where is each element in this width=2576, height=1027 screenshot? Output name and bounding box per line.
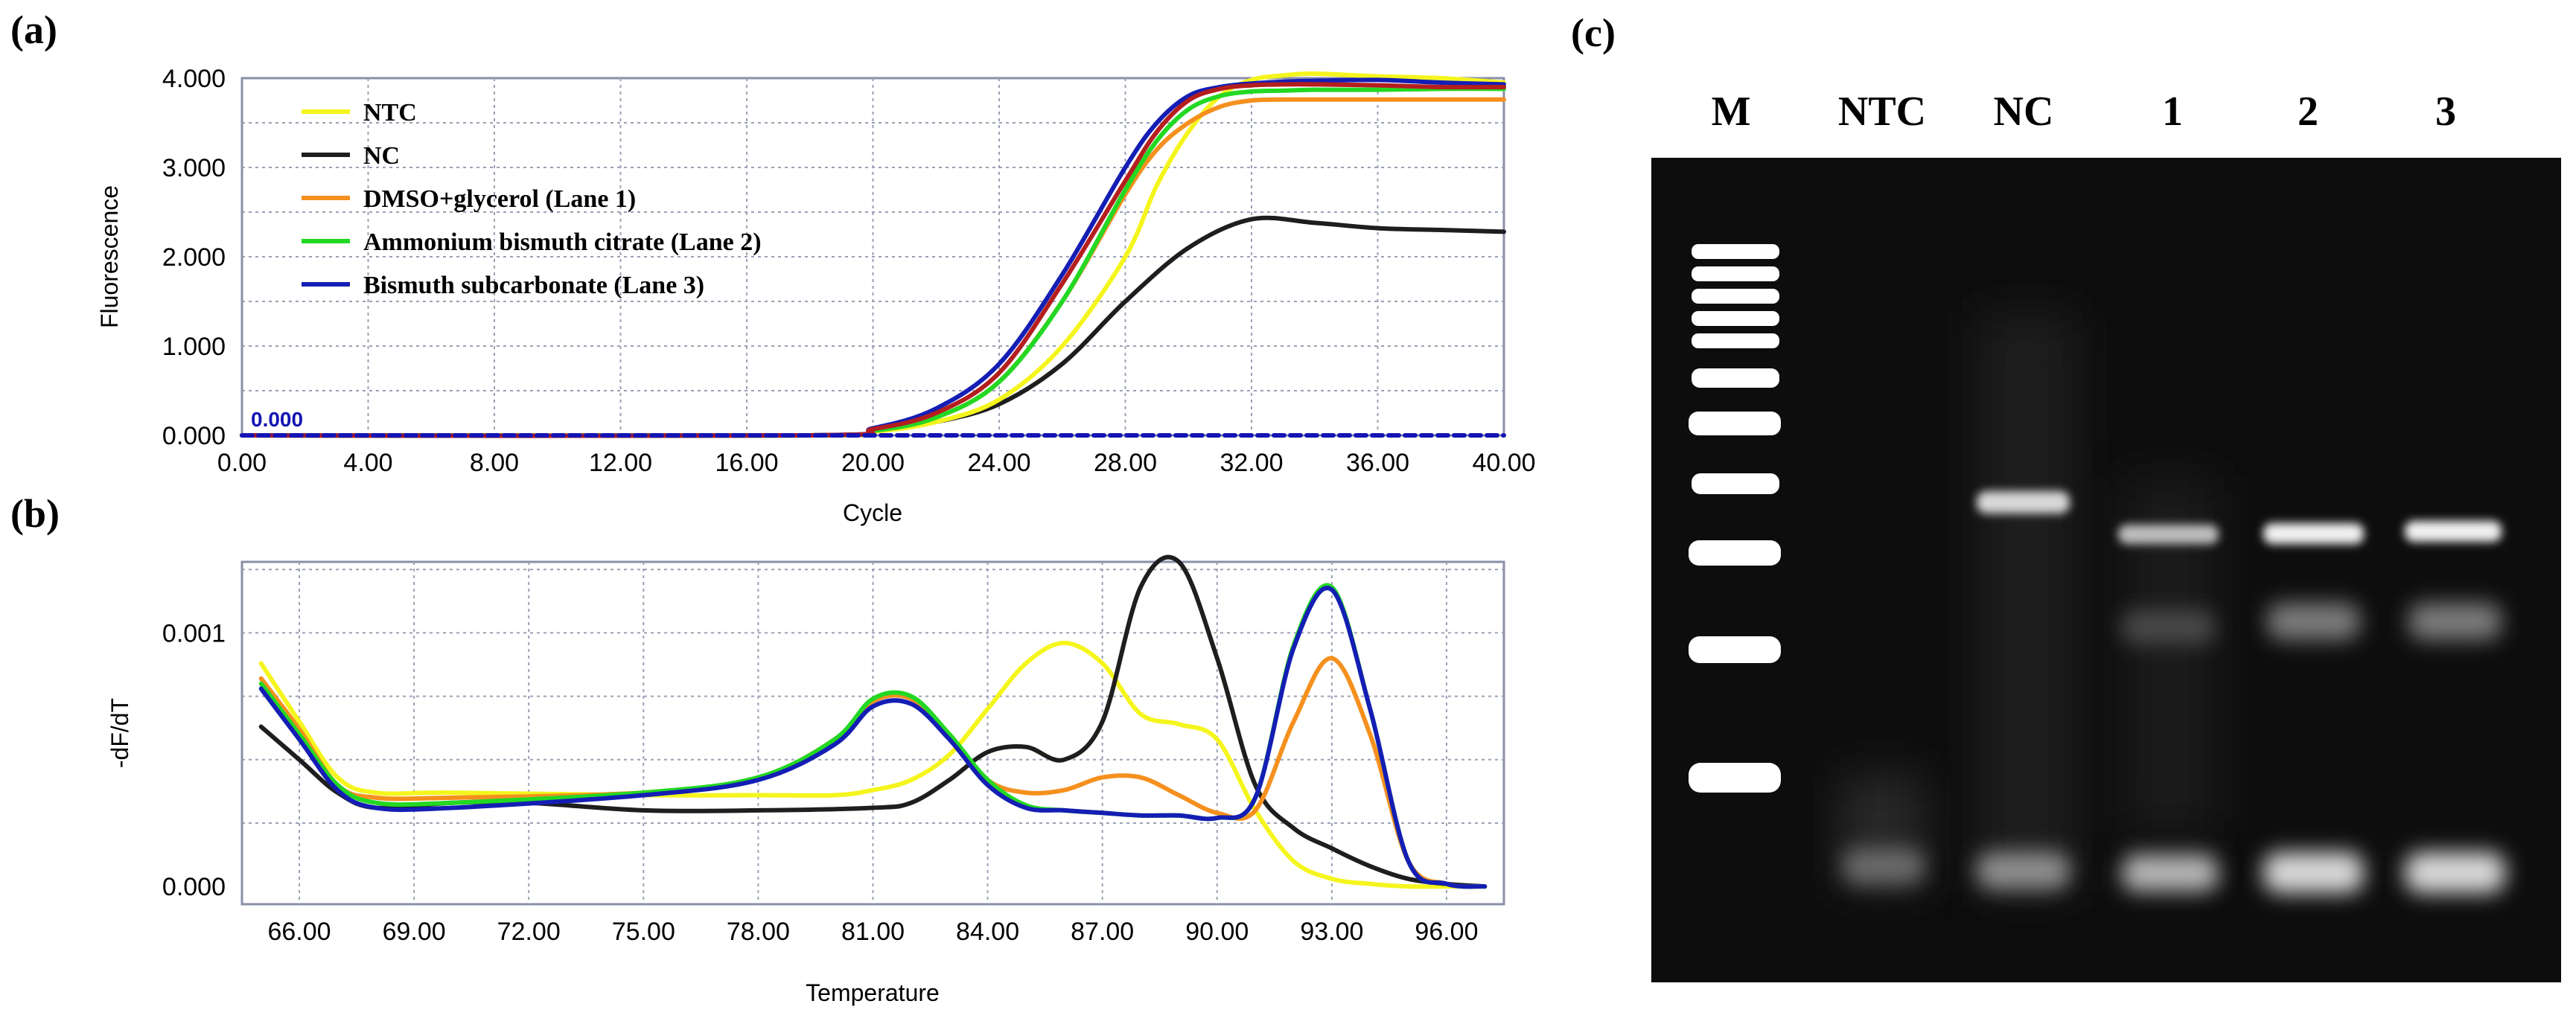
gel-ladder-band xyxy=(1692,289,1779,304)
x-tick-label: 81.00 xyxy=(841,918,905,946)
gel-lane-label-ntc: NTC xyxy=(1838,89,1926,135)
x-tick-label: 66.00 xyxy=(267,918,331,946)
gel-band-lane2-bottom xyxy=(2263,852,2364,893)
gel-band-ntc-bottom xyxy=(1843,848,1925,884)
melt-x-label: Temperature xyxy=(806,979,940,1006)
x-tick-label: 4.00 xyxy=(343,449,392,477)
melt-x-ticks: 66.00 69.00 72.00 75.00 78.00 81.00 84.00 87.00… xyxy=(267,918,1478,946)
gel-image xyxy=(1651,158,2561,982)
legend-label-nc: NC xyxy=(363,142,400,170)
gel-ladder-band xyxy=(1689,636,1781,663)
gel-background xyxy=(1651,158,2561,982)
gel-lane-bands xyxy=(1843,491,2505,893)
x-tick-label: 32.00 xyxy=(1220,449,1283,477)
x-tick-label: 28.00 xyxy=(1094,449,1157,477)
x-tick-label: 40.00 xyxy=(1472,449,1535,477)
gel-lane-label-3: 3 xyxy=(2435,89,2456,135)
gel-band-nc-bottom xyxy=(1977,852,2070,889)
x-tick-label: 24.00 xyxy=(967,449,1030,477)
y-tick-label: 2.000 xyxy=(162,243,226,272)
melt-y-ticks: 0.000 0.001 xyxy=(162,619,226,901)
legend-label-lane3: Bismuth subcarbonate (Lane 3) xyxy=(363,272,704,299)
gel-band-lane3-upper xyxy=(2405,521,2502,542)
panel-label-c: (c) xyxy=(1571,10,1616,55)
series-line-lane1 xyxy=(258,656,1488,889)
gel-ladder-band xyxy=(1689,412,1781,435)
gel-ladder-band xyxy=(1689,540,1781,566)
gel-ladder-band xyxy=(1692,266,1779,281)
legend-label-ntc: NTC xyxy=(363,99,417,127)
x-tick-label: 90.00 xyxy=(1185,918,1249,946)
gel-band-lane3-middle xyxy=(2408,603,2502,640)
x-tick-label: 72.00 xyxy=(497,918,561,946)
amplification-chart: 0.000 0.00 4.00 8.00 12.00 16.00 20.00 24.00 28… xyxy=(96,65,1536,526)
gel-band-lane2-upper xyxy=(2263,523,2364,544)
amplification-y-label: Fluorescence xyxy=(96,185,123,328)
x-tick-label: 16.00 xyxy=(715,449,778,477)
x-tick-label: 87.00 xyxy=(1071,918,1134,946)
gel-ladder-band xyxy=(1692,311,1779,326)
x-tick-label: 93.00 xyxy=(1300,918,1363,946)
amplification-grid xyxy=(242,78,1504,435)
panel-label-b: (b) xyxy=(10,491,60,536)
gel-smear-nc xyxy=(1977,313,2077,893)
gel-band-lane1-bottom xyxy=(2122,854,2219,892)
y-tick-label: 3.000 xyxy=(162,154,226,182)
amplification-baseline-label: 0.000 xyxy=(251,408,303,431)
x-tick-label: 36.00 xyxy=(1346,449,1409,477)
y-tick-label: 1.000 xyxy=(162,333,226,361)
x-tick-label: 84.00 xyxy=(956,918,1019,946)
series-line-lane3 xyxy=(258,586,1488,889)
x-tick-label: 78.00 xyxy=(727,918,790,946)
legend-label-lane2: Ammonium bismuth citrate (Lane 2) xyxy=(363,228,762,256)
amplification-x-ticks: 0.00 4.00 8.00 12.00 16.00 20.00 24.00 28.00 32.… xyxy=(217,449,1536,477)
gel-lane-label-2: 2 xyxy=(2298,89,2318,135)
series-line-lane_extra xyxy=(240,82,1506,438)
legend-label-lane1: DMSO+glycerol (Lane 1) xyxy=(363,185,636,213)
y-tick-label: 0.000 xyxy=(162,422,226,450)
gel-band-nc-upper xyxy=(1977,491,2070,514)
gel-ladder-band xyxy=(1692,368,1779,388)
gel-ladder-band xyxy=(1689,763,1781,793)
amplification-legend: NTC NC DMSO+glycerol (Lane 1) Ammonium bism… xyxy=(302,99,762,299)
x-tick-label: 0.00 xyxy=(217,449,267,477)
gel-band-lane1-middle xyxy=(2122,610,2215,644)
gel-ladder-band xyxy=(1692,473,1779,494)
gel-ladder-band xyxy=(1692,333,1779,348)
melt-curve-chart: 66.00 69.00 72.00 75.00 78.00 81.00 84.00 87.00… xyxy=(106,554,1505,1006)
gel-band-lane2-middle xyxy=(2267,603,2360,640)
x-tick-label: 12.00 xyxy=(589,449,652,477)
panel-label-a: (a) xyxy=(10,7,57,52)
melt-plot-area xyxy=(240,560,1505,906)
gel-lane-label-1: 1 xyxy=(2162,89,2183,135)
amplification-y-ticks: 0.000 1.000 2.000 3.000 4.000 xyxy=(162,65,226,450)
x-tick-label: 8.00 xyxy=(470,449,519,477)
x-tick-label: 75.00 xyxy=(612,918,675,946)
x-tick-label: 20.00 xyxy=(841,449,905,477)
y-tick-label: 0.000 xyxy=(162,873,226,901)
gel-ladder xyxy=(1689,244,1781,793)
amplification-x-label: Cycle xyxy=(843,499,902,526)
gel-lane-labels: M NTC NC 1 2 3 xyxy=(1712,89,2456,135)
gel-band-lane1-upper xyxy=(2118,525,2219,544)
gel-ladder-band xyxy=(1692,244,1779,259)
series-line-ntc xyxy=(258,641,1488,889)
x-tick-label: 69.00 xyxy=(383,918,446,946)
melt-y-label: -dF/dT xyxy=(106,698,133,768)
gel-lane-label-m: M xyxy=(1712,89,1751,135)
x-tick-label: 96.00 xyxy=(1415,918,1478,946)
melt-series-group xyxy=(258,554,1488,889)
gel-lane-label-nc: NC xyxy=(1994,89,2054,135)
y-tick-label: 4.000 xyxy=(162,65,226,93)
gel-band-lane3-bottom xyxy=(2405,852,2505,893)
y-tick-label: 0.001 xyxy=(162,619,226,647)
